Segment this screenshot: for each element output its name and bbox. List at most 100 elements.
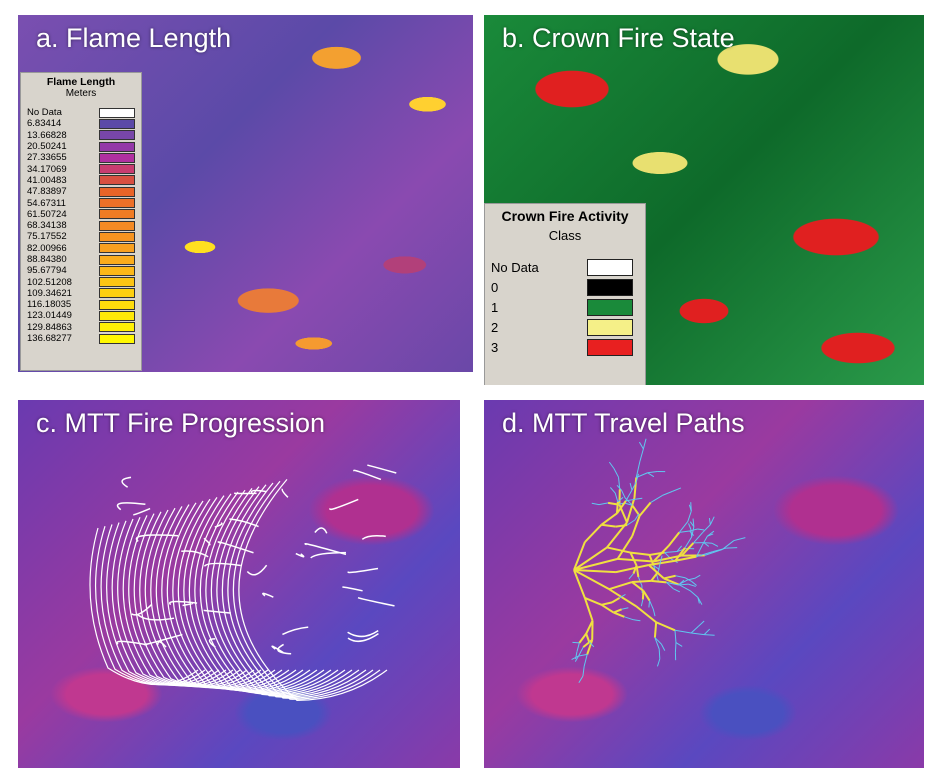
travel-path — [696, 551, 714, 558]
progression-line — [203, 609, 232, 614]
legend-subtitle: Class — [548, 228, 582, 243]
legend-swatch — [99, 288, 135, 299]
progression-lines — [89, 464, 397, 702]
travel-path — [702, 524, 711, 533]
travel-path — [626, 497, 636, 523]
progression-line — [329, 498, 359, 511]
legend-item: No Data — [21, 107, 141, 118]
travel-path — [703, 542, 710, 547]
legend-label: 54.67311 — [27, 197, 66, 209]
legend-item: 20.50241 — [21, 141, 141, 152]
travel-path — [674, 642, 677, 653]
travel-path — [598, 502, 609, 506]
legend-swatch — [99, 333, 135, 344]
travel-path — [635, 605, 657, 624]
travel-path — [583, 654, 588, 667]
travel-path — [573, 569, 586, 599]
travel-path — [617, 557, 654, 563]
legend-item: 34.17069 — [21, 163, 141, 175]
travel-path — [601, 523, 616, 528]
legend-item: 3 — [485, 337, 645, 357]
travel-path — [703, 542, 713, 544]
legend-label: 13.66828 — [27, 129, 67, 141]
legend-item: 1 — [485, 297, 645, 317]
progression-line — [232, 480, 381, 700]
legend-label: 20.50241 — [27, 141, 67, 153]
travel-path — [606, 546, 631, 554]
travel-path — [674, 630, 677, 643]
travel-path — [613, 611, 625, 618]
travel-path — [631, 515, 641, 537]
progression-line — [277, 643, 292, 655]
travel-path — [641, 590, 645, 600]
travel-path — [704, 549, 723, 556]
travel-path — [573, 569, 616, 574]
legend-label: 102.51208 — [27, 276, 72, 288]
travel-path — [633, 619, 641, 622]
travel-path — [617, 496, 624, 503]
travel-path — [626, 519, 636, 526]
legend-item: 136.68277 — [21, 333, 141, 344]
travel-path — [695, 544, 703, 557]
progression-line — [271, 645, 284, 654]
travel-path — [621, 607, 629, 610]
legend-label: 27.33655 — [27, 152, 67, 164]
legend-label: No Data — [491, 259, 539, 275]
travel-path — [616, 535, 634, 560]
legend-item: 123.01449 — [21, 310, 141, 321]
travel-path — [631, 481, 637, 491]
travel-path — [582, 666, 585, 677]
travel-path — [690, 529, 693, 537]
travel-path — [693, 532, 703, 544]
legend-item: 75.17552 — [21, 231, 141, 242]
progression-line — [246, 564, 268, 576]
travel-path — [688, 523, 692, 530]
travel-path — [690, 625, 699, 634]
travel-path — [653, 554, 682, 563]
travel-path — [582, 639, 593, 648]
travel-path — [601, 601, 613, 606]
progression-line — [194, 493, 332, 694]
travel-path — [585, 620, 594, 635]
legend-label: 116.18035 — [27, 299, 72, 311]
progression-line — [214, 522, 223, 528]
travel-path — [674, 547, 686, 562]
travel-path — [584, 597, 602, 606]
legend-swatch — [99, 107, 135, 118]
legend-swatch — [99, 198, 135, 209]
travel-path — [648, 559, 676, 566]
travel-path — [704, 634, 715, 636]
travel-path — [573, 569, 610, 591]
travel-path — [585, 633, 591, 643]
fire-progression-map: c. MTT Fire Progression — [18, 400, 460, 768]
travel-path — [575, 651, 578, 660]
legend-swatch — [99, 310, 135, 321]
panel-title: a. Flame Length — [36, 23, 232, 53]
travel-path — [697, 528, 705, 531]
legend-label: 47.83897 — [27, 186, 67, 198]
legend-item: 116.18035 — [21, 299, 141, 310]
legend-swatch — [99, 231, 135, 242]
travel-path — [650, 571, 660, 582]
progression-line — [121, 476, 132, 488]
legend-swatch — [99, 299, 135, 310]
travel-path — [588, 641, 595, 648]
legend-label: 61.50724 — [27, 208, 67, 220]
travel-path — [651, 579, 667, 584]
legend-label: 6.83414 — [27, 118, 62, 130]
travel-path — [639, 448, 644, 462]
travel-path — [609, 487, 616, 494]
legend-item: 61.50724 — [21, 209, 141, 220]
legend-item: 41.00483 — [21, 175, 141, 186]
travel-path — [631, 579, 652, 584]
travel-path — [680, 542, 695, 557]
legend-item: 109.34621 — [21, 288, 141, 299]
travel-path — [659, 555, 663, 563]
travel-path — [642, 590, 651, 602]
legend-label: 34.17069 — [27, 163, 67, 175]
travel-path — [691, 526, 695, 537]
travel-path — [667, 531, 681, 547]
progression-line — [131, 604, 153, 616]
legend-item: 2 — [485, 317, 645, 337]
travel-path — [586, 639, 594, 655]
